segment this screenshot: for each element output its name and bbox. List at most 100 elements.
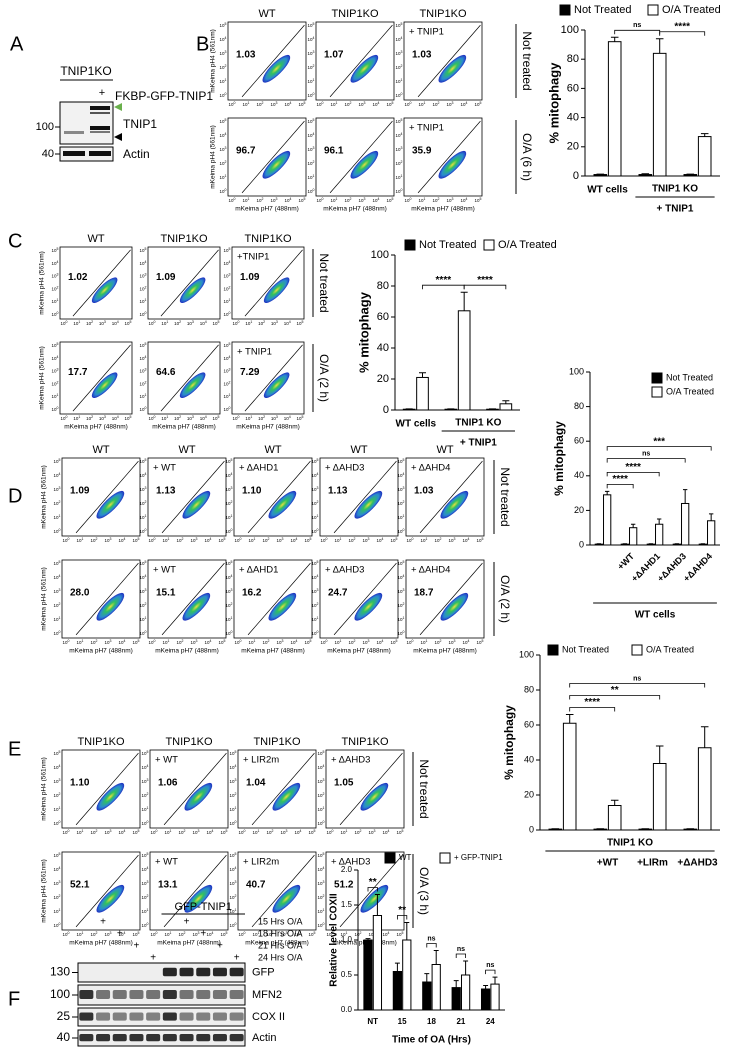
error-bar [483,985,489,989]
flow-plot [233,559,313,639]
tick-base: 10 [297,321,303,326]
error-bar [463,960,469,975]
tick-base: 10 [308,175,314,180]
tick-exponent: 5 [402,931,404,935]
tick-exponent: 0 [59,630,61,634]
y-tick-label: 103 [318,778,325,784]
tick-exponent: 3 [452,101,454,105]
tick-exponent: 4 [231,472,233,476]
tick-base: 10 [396,161,402,166]
tick-base: 10 [224,369,230,374]
tick-base: 10 [398,487,404,492]
tick-base: 10 [63,640,69,645]
x-tick-label: 103 [359,197,366,203]
tick-base: 10 [226,459,232,464]
cell-population [184,782,213,811]
x-tick-label: 105 [213,320,220,326]
tick-exponent: 1 [426,537,428,541]
y-tick-label: 0.0 [341,1005,353,1014]
tick-exponent: 3 [323,778,325,782]
tick-exponent: 2 [59,602,61,606]
tick-base: 10 [142,821,148,826]
tick-base: 10 [179,932,185,937]
x-tick-label: 100 [405,197,412,203]
cell-population [263,277,290,304]
x-tick-label: 102 [91,931,98,937]
x-tick-label: 102 [349,537,356,543]
y-tick-label: 103 [230,778,237,784]
tick-base: 10 [205,538,211,543]
tick-base: 10 [257,198,263,203]
tick-exponent: 0 [244,829,246,833]
tick-exponent: 3 [364,101,366,105]
row-label: O/A (2 h) [317,354,331,402]
tick-exponent: 2 [263,415,265,419]
tick-exponent: 2 [59,792,61,796]
tick-exponent: 5 [396,537,398,541]
tick-exponent: 1 [170,931,172,935]
x-tick-label: 101 [163,537,170,543]
tick-exponent: 0 [244,931,246,935]
tick-base: 10 [219,538,225,543]
flow-plot [403,21,483,101]
tick-base: 10 [54,473,60,478]
tick-base: 10 [230,895,236,900]
bar [363,939,373,1011]
tick-exponent: 4 [403,472,405,476]
tick-exponent: 1 [166,415,168,419]
tick-exponent: 2 [96,639,98,643]
error-bar [433,950,439,965]
tick-exponent: 5 [317,458,319,462]
tick-base: 10 [54,881,60,886]
tick-exponent: 1 [59,908,61,912]
x-tick-label: 104 [373,101,380,107]
bar [457,310,471,411]
x-tick-label: 101 [331,197,338,203]
tick-exponent: 4 [468,639,470,643]
y-tick-label: 105 [140,247,147,253]
x-tick-label: 103 [187,320,194,326]
y-tick-label: 104 [318,866,325,872]
y-tick-label: 101 [318,806,325,812]
tick-base: 10 [396,133,402,138]
y-tick-label: 100 [371,249,389,261]
tick-exponent: 2 [229,380,231,384]
tick-exponent: 3 [276,101,278,105]
tick-base: 10 [284,416,290,421]
y-tick-label: 103 [52,273,59,279]
x-tick-label: 105 [387,197,394,203]
tick-exponent: 3 [225,50,227,54]
y-tick-label: 102 [54,500,61,506]
flow-x-label: mKeima pH7 (488nm) [413,648,477,655]
tick-base: 10 [161,416,167,421]
y-tick-label: 100 [226,630,233,636]
x-tick-label: 104 [284,415,291,421]
legend-swatch [631,644,643,656]
y-tick-label: 103 [226,588,233,594]
tick-base: 10 [73,416,79,421]
tick-base: 10 [140,575,146,580]
lane-plus: + [99,87,105,99]
tick-base: 10 [373,102,379,107]
y-tick-label: 102 [312,602,319,608]
y-tick-label: 100 [226,528,233,534]
tick-exponent: 2 [268,537,270,541]
band [162,990,177,999]
condition-inset: + ΔAHD3 [331,755,370,766]
tick-base: 10 [341,830,347,835]
tick-exponent: 5 [231,458,233,462]
panel-letter: E [8,738,21,760]
tick-exponent: 0 [410,197,412,201]
mw-marker: 100 [50,987,70,1001]
tick-base: 10 [77,830,83,835]
tick-exponent: 0 [322,197,324,201]
tick-exponent: 3 [104,415,106,419]
tick-exponent: 2 [440,639,442,643]
y-tick-label: 105 [398,458,405,464]
tick-base: 10 [99,416,105,421]
y-tick-label: 104 [142,866,149,872]
tick-exponent: 0 [145,528,147,532]
legend-label: Not Treated [562,644,609,654]
tick-exponent: 0 [403,528,405,532]
tick-base: 10 [318,881,324,886]
